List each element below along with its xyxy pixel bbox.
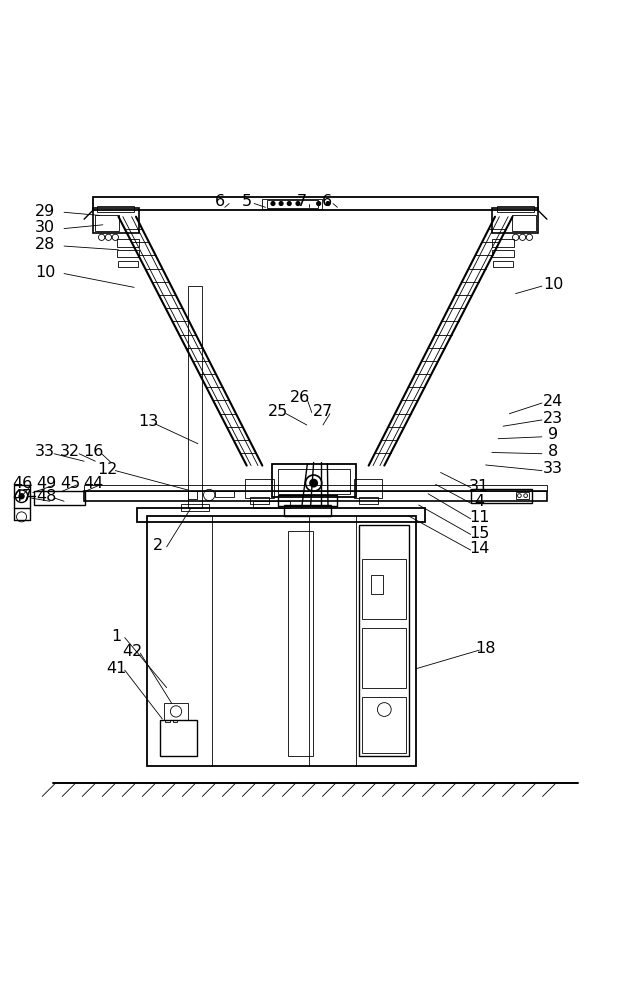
Bar: [492, 239, 514, 247]
Bar: [250, 497, 269, 504]
Bar: [245, 479, 274, 498]
Text: 31: 31: [469, 479, 490, 494]
Text: 41: 41: [107, 661, 127, 676]
Bar: [93, 208, 139, 233]
Bar: [93, 197, 538, 210]
Text: 44: 44: [83, 476, 103, 491]
Bar: [370, 575, 383, 594]
Circle shape: [19, 494, 24, 499]
Bar: [354, 479, 382, 498]
Circle shape: [317, 202, 321, 205]
Bar: [165, 720, 170, 722]
Text: 29: 29: [35, 204, 56, 219]
Bar: [253, 501, 290, 508]
Text: 2: 2: [153, 538, 163, 553]
Text: 45: 45: [60, 476, 80, 491]
Text: 10: 10: [543, 277, 563, 292]
Bar: [215, 491, 234, 497]
Bar: [84, 485, 547, 491]
Bar: [138, 508, 425, 522]
Bar: [118, 261, 138, 267]
Bar: [164, 703, 188, 720]
Text: 26: 26: [290, 390, 310, 405]
Text: 32: 32: [61, 444, 80, 459]
Text: 48: 48: [37, 489, 57, 504]
Text: 25: 25: [268, 404, 288, 419]
Bar: [516, 492, 529, 499]
Text: 7: 7: [297, 194, 307, 209]
Bar: [362, 559, 406, 619]
Text: 18: 18: [475, 641, 496, 656]
Text: 9: 9: [548, 427, 558, 442]
Bar: [362, 628, 406, 688]
Text: 46: 46: [13, 476, 33, 491]
Text: 30: 30: [35, 220, 56, 235]
Bar: [97, 206, 134, 212]
Bar: [284, 505, 331, 516]
Bar: [34, 491, 85, 505]
Bar: [181, 504, 209, 511]
Bar: [262, 199, 322, 209]
Text: 10: 10: [35, 265, 56, 280]
Text: 8: 8: [548, 444, 558, 459]
Text: 1: 1: [112, 629, 122, 644]
Bar: [497, 206, 534, 212]
Bar: [160, 720, 197, 756]
Text: 47: 47: [13, 489, 33, 504]
Text: 33: 33: [35, 444, 56, 459]
Circle shape: [287, 202, 291, 205]
Bar: [362, 697, 406, 753]
Bar: [95, 215, 119, 231]
Text: 49: 49: [37, 476, 57, 491]
Circle shape: [280, 202, 283, 205]
Bar: [146, 516, 416, 766]
Text: 13: 13: [138, 414, 158, 429]
Text: 11: 11: [469, 510, 490, 525]
Bar: [267, 200, 318, 208]
Bar: [471, 489, 532, 503]
Bar: [493, 261, 513, 267]
Text: 24: 24: [543, 394, 563, 409]
Bar: [492, 208, 538, 233]
Text: 5: 5: [242, 194, 252, 209]
Bar: [272, 464, 356, 497]
Text: 6: 6: [322, 194, 332, 209]
Text: 28: 28: [35, 237, 56, 252]
Bar: [278, 495, 338, 506]
Text: 33: 33: [543, 461, 563, 476]
Text: 23: 23: [543, 411, 563, 426]
Text: 14: 14: [469, 541, 490, 556]
Text: 15: 15: [469, 526, 490, 541]
Text: 16: 16: [83, 444, 103, 459]
Bar: [512, 215, 536, 231]
Text: 12: 12: [98, 462, 118, 477]
Bar: [117, 239, 139, 247]
Bar: [359, 525, 410, 756]
Circle shape: [310, 479, 317, 487]
Circle shape: [326, 202, 330, 205]
Text: 6: 6: [215, 194, 225, 209]
Bar: [188, 286, 202, 508]
Text: 4: 4: [475, 494, 485, 509]
Bar: [278, 469, 350, 494]
Bar: [492, 250, 514, 257]
Bar: [288, 531, 313, 756]
Bar: [173, 720, 177, 722]
Bar: [14, 485, 30, 508]
Text: 27: 27: [313, 404, 333, 419]
Text: 42: 42: [122, 644, 143, 659]
Bar: [359, 497, 378, 504]
Bar: [188, 491, 197, 499]
Circle shape: [271, 202, 275, 205]
Circle shape: [296, 202, 300, 205]
Bar: [117, 250, 139, 257]
Bar: [84, 491, 547, 501]
